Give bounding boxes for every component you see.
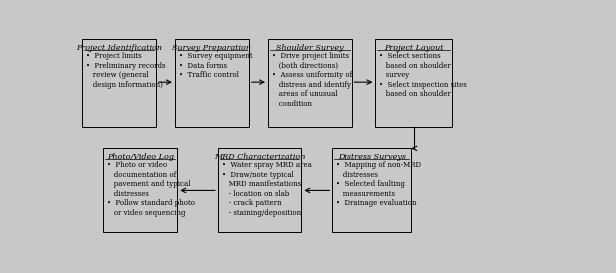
Text: Project Identification: Project Identification [76,44,162,52]
Text: •  Mapping of non-MRD
   distresses
•  Selected faulting
   measurements
•  Drai: • Mapping of non-MRD distresses • Select… [336,161,421,207]
Text: Survey Preparation: Survey Preparation [172,44,251,52]
FancyBboxPatch shape [103,149,177,233]
FancyBboxPatch shape [333,149,411,233]
Text: Project Layout: Project Layout [384,44,444,52]
Text: •  Photo or video
   documentation of
   pavement and typical
   distresses
•  F: • Photo or video documentation of paveme… [107,161,195,217]
FancyBboxPatch shape [82,39,156,127]
Text: •  Survey equipment
•  Data forms
•  Traffic control: • Survey equipment • Data forms • Traffi… [179,52,253,79]
FancyBboxPatch shape [218,149,301,233]
Text: MRD Characterization: MRD Characterization [214,153,306,161]
Text: •  Select sections
   based on shoulder
   survey
•  Select inspection sites
   : • Select sections based on shoulder surv… [379,52,467,98]
Text: Shoulder Survey: Shoulder Survey [276,44,344,52]
Text: Photo/Video Log: Photo/Video Log [107,153,174,161]
FancyBboxPatch shape [268,39,352,127]
Text: •  Drive project limits
   (both directions)
•  Assess uniformity of
   distress: • Drive project limits (both directions)… [272,52,352,108]
Text: Distress Surveys: Distress Surveys [338,153,406,161]
FancyBboxPatch shape [375,39,452,127]
FancyBboxPatch shape [175,39,249,127]
Text: •  Water spray MRD area
•  Draw/note typical
   MRD manifestations
   - location: • Water spray MRD area • Draw/note typic… [222,161,312,217]
Text: •  Project limits
•  Preliminary records
   review (general
   design informatio: • Project limits • Preliminary records r… [86,52,165,89]
